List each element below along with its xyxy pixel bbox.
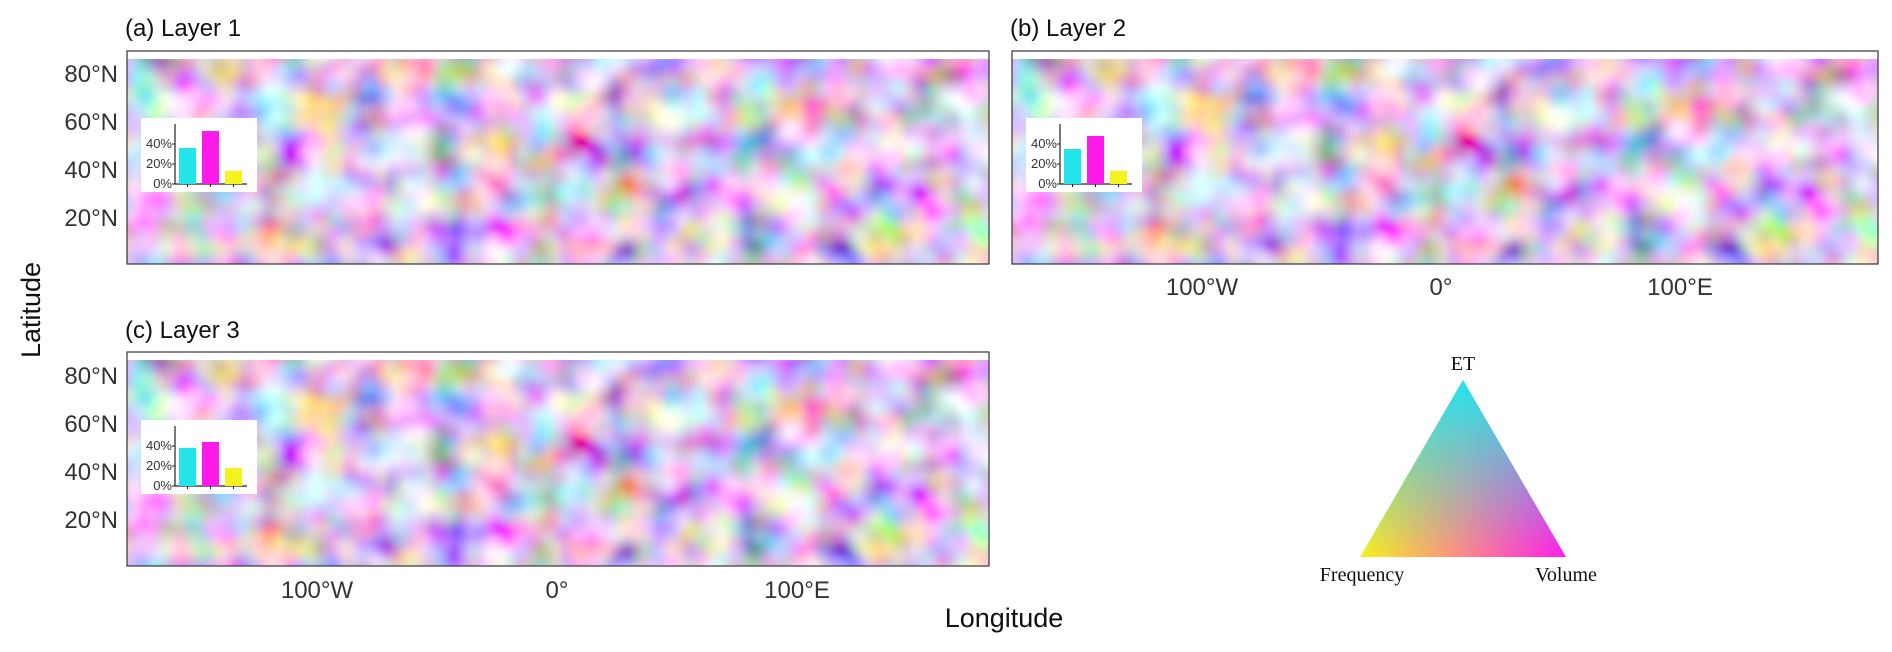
panel-b-map (1011, 50, 1879, 265)
lat-tick-80: 80°N (64, 61, 118, 88)
lat-tick-60-c: 60°N (64, 411, 118, 438)
panel-a-title: (a) Layer 1 (125, 15, 241, 42)
inset-tick-label: 0% (153, 478, 172, 493)
lat-tick-40: 40°N (64, 157, 118, 184)
lon-tick-100e-c: 100°E (764, 577, 830, 604)
inset-bar (202, 442, 219, 486)
inset-bar (179, 148, 196, 184)
panel-c-lat-ticks: 80°N 60°N 40°N 20°N (64, 363, 118, 534)
panel-a: (a) Layer 1 80°N 60°N 40°N 20°N 40% 20% 0% (64, 15, 990, 265)
panel-c-inset-chart: 40% 20% 0% (141, 420, 257, 494)
panel-c-frame (126, 351, 990, 567)
panel-a-inset-chart: 40% 20% 0% (141, 118, 257, 192)
panel-c-title: (c) Layer 3 (125, 317, 240, 344)
lon-tick-100e-b: 100°E (1647, 274, 1713, 301)
inset-bar (179, 448, 196, 486)
inset-tick-label: 40% (146, 136, 172, 151)
inset-bar (225, 468, 242, 486)
x-axis-label: Longitude (945, 603, 1064, 633)
panel-b: (b) Layer 2 100°W 0° 100°E 40% 20% 0% (1010, 15, 1879, 301)
panel-c: (c) Layer 3 80°N 60°N 40°N 20°N 100°W 0°… (64, 317, 990, 604)
lat-tick-60: 60°N (64, 109, 118, 136)
ternary-label-et: ET (1451, 353, 1475, 375)
inset-bar (1087, 136, 1104, 184)
panel-b-frame (1011, 50, 1879, 265)
inset-tick-label: 0% (153, 176, 172, 191)
panel-c-lon-ticks: 100°W 0° 100°E (281, 577, 830, 604)
lon-tick-100w-c: 100°W (281, 577, 354, 604)
panel-a-lat-ticks: 80°N 60°N 40°N 20°N (64, 61, 118, 232)
lon-tick-0-c: 0° (546, 577, 569, 604)
panel-b-title: (b) Layer 2 (1010, 15, 1126, 42)
lat-tick-20-c: 20°N (64, 507, 118, 534)
lon-tick-0-b: 0° (1430, 274, 1453, 301)
lat-tick-80-c: 80°N (64, 363, 118, 390)
ternary-triangle (1360, 380, 1566, 557)
panel-b-inset-chart: 40% 20% 0% (1026, 118, 1142, 192)
ternary-label-volume: Volume (1535, 564, 1597, 586)
lat-tick-40-c: 40°N (64, 459, 118, 486)
inset-tick-label: 40% (1031, 136, 1057, 151)
panel-a-map (126, 50, 990, 265)
inset-tick-label: 40% (146, 438, 172, 453)
lat-tick-20: 20°N (64, 205, 118, 232)
inset-bar (225, 171, 242, 184)
inset-tick-label: 0% (1038, 176, 1057, 191)
lon-tick-100w-b: 100°W (1166, 274, 1239, 301)
panel-a-frame (126, 50, 990, 265)
ternary-legend: ET Frequency Volume (1320, 353, 1597, 586)
ternary-label-frequency: Frequency (1320, 564, 1404, 586)
inset-tick-label: 20% (146, 156, 172, 171)
inset-bar (1064, 149, 1081, 184)
inset-bar (202, 131, 219, 184)
panel-c-map (126, 351, 990, 567)
y-axis-label: Latitude (16, 262, 46, 358)
inset-tick-label: 20% (146, 458, 172, 473)
inset-tick-label: 20% (1031, 156, 1057, 171)
panel-b-lon-ticks: 100°W 0° 100°E (1166, 274, 1713, 301)
inset-bar (1110, 171, 1127, 184)
